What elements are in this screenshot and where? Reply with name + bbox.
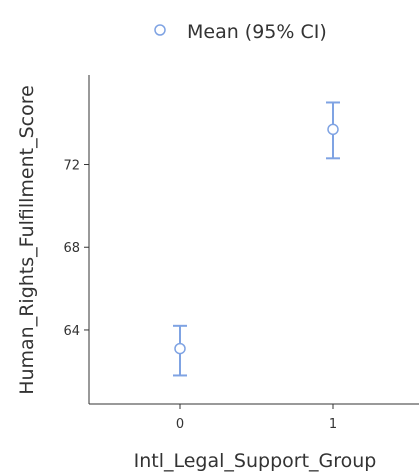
y-tick-label: 72: [63, 159, 80, 174]
legend: Mean (95% CI): [154, 21, 327, 43]
y-tick-label: 68: [63, 241, 80, 256]
x-tick-label: 0: [176, 417, 184, 432]
data-marks: [173, 101, 340, 377]
legend-label: Mean (95% CI): [187, 21, 327, 43]
mean-point: [327, 123, 339, 136]
mean-point: [174, 342, 186, 355]
x-tick-label: 1: [329, 417, 337, 432]
y-tick-label: 64: [63, 324, 80, 339]
y-axis-ticks: 64 68 72: [63, 159, 89, 339]
y-axis-title: Human_Rights_Fulfillment_Score: [16, 85, 38, 395]
legend-marker-icon: [154, 24, 166, 36]
x-axis-title: Intl_Legal_Support_Group: [134, 450, 377, 472]
